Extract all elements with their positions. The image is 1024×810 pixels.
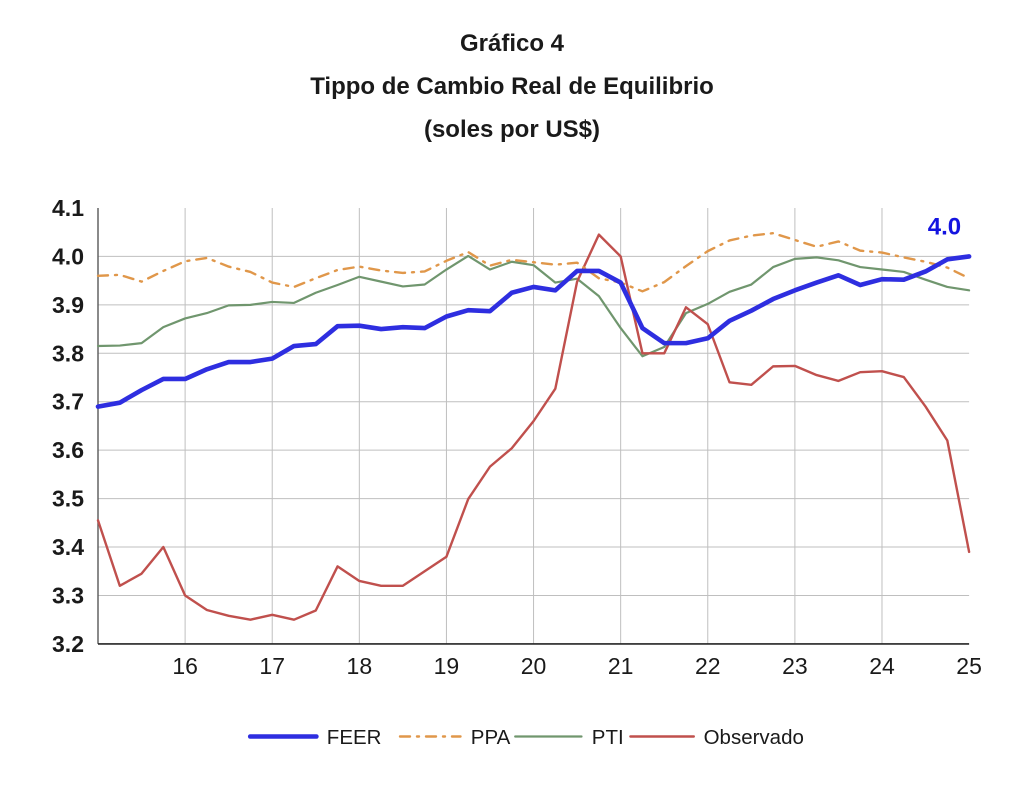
- svg-text:PTI: PTI: [592, 726, 624, 749]
- svg-text:3.8: 3.8: [52, 340, 84, 366]
- svg-text:3.5: 3.5: [52, 486, 84, 512]
- svg-text:3.7: 3.7: [52, 389, 84, 415]
- svg-text:25: 25: [956, 653, 982, 679]
- svg-text:3.6: 3.6: [52, 437, 84, 463]
- svg-text:3.4: 3.4: [52, 534, 84, 560]
- svg-text:FEER: FEER: [327, 726, 382, 749]
- svg-text:Observado: Observado: [704, 726, 804, 749]
- svg-text:3.9: 3.9: [52, 292, 84, 318]
- svg-text:PPA: PPA: [471, 726, 511, 749]
- svg-text:17: 17: [259, 653, 285, 679]
- svg-text:16: 16: [172, 653, 198, 679]
- svg-text:4.0: 4.0: [928, 213, 961, 240]
- svg-text:4.0: 4.0: [52, 243, 84, 269]
- svg-text:18: 18: [347, 653, 373, 679]
- svg-text:3.2: 3.2: [52, 631, 84, 657]
- svg-text:3.3: 3.3: [52, 582, 84, 608]
- svg-text:23: 23: [782, 653, 808, 679]
- svg-text:20: 20: [521, 653, 547, 679]
- svg-text:24: 24: [869, 653, 895, 679]
- svg-text:22: 22: [695, 653, 721, 679]
- svg-text:21: 21: [608, 653, 634, 679]
- svg-text:4.1: 4.1: [52, 195, 84, 221]
- svg-text:19: 19: [434, 653, 460, 679]
